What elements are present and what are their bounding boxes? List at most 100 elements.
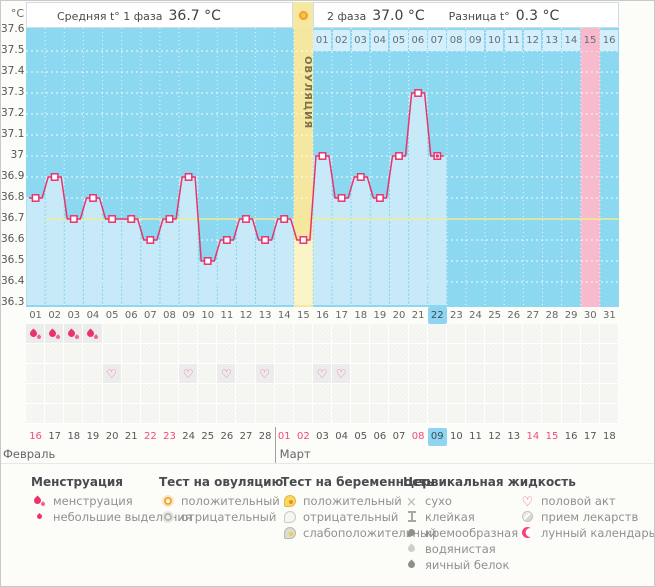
grid-cell-row-5[interactable] [293, 404, 313, 424]
grid-cell-row-4[interactable] [485, 384, 505, 404]
grid-cell-row-4[interactable] [389, 384, 409, 404]
date-cell[interactable]: 19 [86, 431, 100, 442]
grid-cell-menstruation[interactable] [408, 324, 428, 344]
grid-cell-menstruation[interactable] [312, 324, 333, 344]
grid-cell-row-2[interactable] [236, 344, 256, 364]
cycle-day-cell[interactable]: 09 [182, 310, 195, 321]
grid-cell-row-5[interactable] [236, 404, 256, 424]
date-cell[interactable]: 05 [354, 431, 368, 442]
grid-cell-row-5[interactable] [523, 404, 543, 424]
grid-cell-row-2[interactable] [485, 344, 505, 364]
cycle-day-cell[interactable]: 12 [239, 310, 253, 321]
grid-cell-intercourse[interactable] [427, 364, 447, 384]
grid-cell-row-4[interactable] [102, 384, 122, 404]
grid-cell-row-2[interactable] [580, 344, 600, 364]
grid-cell-intercourse[interactable]: ♡ [312, 364, 333, 384]
grid-cell-row-2[interactable] [83, 344, 103, 364]
cycle-day-cell[interactable]: 13 [258, 310, 272, 321]
grid-cell-row-4[interactable] [312, 384, 333, 404]
grid-cell-intercourse[interactable] [26, 364, 46, 384]
grid-cell-row-2[interactable] [198, 344, 218, 364]
grid-cell-row-5[interactable] [179, 404, 199, 424]
grid-cell-row-2[interactable] [121, 344, 141, 364]
grid-cell-intercourse[interactable] [580, 364, 600, 384]
grid-cell-row-4[interactable] [465, 384, 486, 404]
grid-cell-row-2[interactable] [504, 344, 524, 364]
grid-cell-row-2[interactable] [446, 344, 466, 364]
grid-cell-row-4[interactable] [274, 384, 294, 404]
grid-cell-row-5[interactable] [370, 404, 390, 424]
date-cell[interactable]: 01 [277, 431, 291, 442]
grid-cell-row-5[interactable] [198, 404, 218, 424]
grid-cell-row-5[interactable] [504, 404, 524, 424]
cycle-day-cell[interactable]: 08 [163, 310, 176, 321]
date-cell[interactable]: 12 [488, 431, 502, 442]
grid-cell-row-2[interactable] [561, 344, 581, 364]
grid-cell-row-5[interactable] [140, 404, 160, 424]
grid-cell-row-5[interactable] [217, 404, 237, 424]
date-cell[interactable]: 15 [545, 431, 559, 442]
grid-cell-intercourse[interactable] [140, 364, 160, 384]
date-cell[interactable]: 07 [392, 431, 406, 442]
grid-cell-menstruation[interactable] [179, 324, 199, 344]
grid-cell-row-4[interactable] [64, 384, 84, 404]
date-cell[interactable]: 16 [29, 431, 42, 442]
cycle-day-cell[interactable]: 04 [86, 310, 100, 321]
grid-cell-intercourse[interactable] [121, 364, 141, 384]
temperature-plot[interactable]: ОВУЛЯЦИЯ 01 02 03 04 05 06 07 08 09 10 11 12 13 14 15 1… [26, 28, 619, 307]
date-cell[interactable]: 09 [427, 428, 447, 446]
grid-cell-menstruation[interactable] [523, 324, 543, 344]
grid-cell-row-4[interactable] [159, 384, 180, 404]
cycle-day-cell[interactable]: 22 [427, 307, 447, 324]
grid-cell-row-2[interactable] [45, 344, 65, 364]
grid-cell-row-5[interactable] [121, 404, 141, 424]
grid-cell-intercourse[interactable] [236, 364, 256, 384]
grid-cell-row-2[interactable] [255, 344, 275, 364]
grid-cell-row-5[interactable] [102, 404, 122, 424]
grid-cell-row-2[interactable] [312, 344, 333, 364]
cycle-day-cell[interactable]: 28 [545, 310, 559, 321]
grid-cell-intercourse[interactable] [446, 364, 466, 384]
grid-cell-intercourse[interactable]: ♡ [179, 364, 199, 384]
cycle-day-cell[interactable]: 19 [373, 310, 387, 321]
grid-cell-row-4[interactable] [255, 384, 275, 404]
grid-cell-intercourse[interactable] [408, 364, 428, 384]
cycle-day-cell[interactable]: 31 [603, 310, 616, 321]
cycle-day-cell[interactable]: 29 [564, 310, 578, 321]
grid-cell-menstruation[interactable] [389, 324, 409, 344]
date-cell[interactable]: 14 [526, 431, 540, 442]
grid-cell-intercourse[interactable] [351, 364, 371, 384]
grid-cell-row-5[interactable] [580, 404, 600, 424]
grid-cell-row-5[interactable] [83, 404, 103, 424]
date-cell[interactable]: 04 [335, 431, 348, 442]
grid-cell-menstruation[interactable] [236, 324, 256, 344]
date-cell[interactable]: 02 [296, 431, 310, 442]
cycle-day-cell[interactable]: 18 [354, 310, 368, 321]
grid-cell-intercourse[interactable]: ♡ [332, 364, 352, 384]
grid-cell-row-5[interactable] [26, 404, 46, 424]
grid-cell-menstruation[interactable] [64, 324, 84, 344]
grid-cell-row-2[interactable] [542, 344, 562, 364]
grid-cell-row-4[interactable] [408, 384, 428, 404]
grid-cell-row-5[interactable] [599, 404, 619, 424]
grid-cell-row-5[interactable] [485, 404, 505, 424]
grid-cell-menstruation[interactable] [370, 324, 390, 344]
grid-cell-row-5[interactable] [465, 404, 486, 424]
cycle-day-cell[interactable]: 06 [124, 310, 138, 321]
grid-cell-row-4[interactable] [198, 384, 218, 404]
grid-cell-row-5[interactable] [312, 404, 333, 424]
grid-cell-row-4[interactable] [236, 384, 256, 404]
date-cell[interactable]: 27 [239, 431, 253, 442]
grid-cell-menstruation[interactable] [542, 324, 562, 344]
grid-cell-menstruation[interactable] [293, 324, 313, 344]
cycle-day-cell[interactable]: 16 [316, 310, 329, 321]
grid-cell-intercourse[interactable] [370, 364, 390, 384]
grid-cell-row-4[interactable] [45, 384, 65, 404]
grid-cell-menstruation[interactable] [26, 324, 46, 344]
grid-cell-menstruation[interactable] [427, 324, 447, 344]
grid-cell-row-5[interactable] [159, 404, 180, 424]
grid-cell-row-2[interactable] [26, 344, 46, 364]
grid-cell-intercourse[interactable]: ♡ [255, 364, 275, 384]
date-cell[interactable]: 13 [507, 431, 521, 442]
grid-cell-menstruation[interactable] [580, 324, 600, 344]
